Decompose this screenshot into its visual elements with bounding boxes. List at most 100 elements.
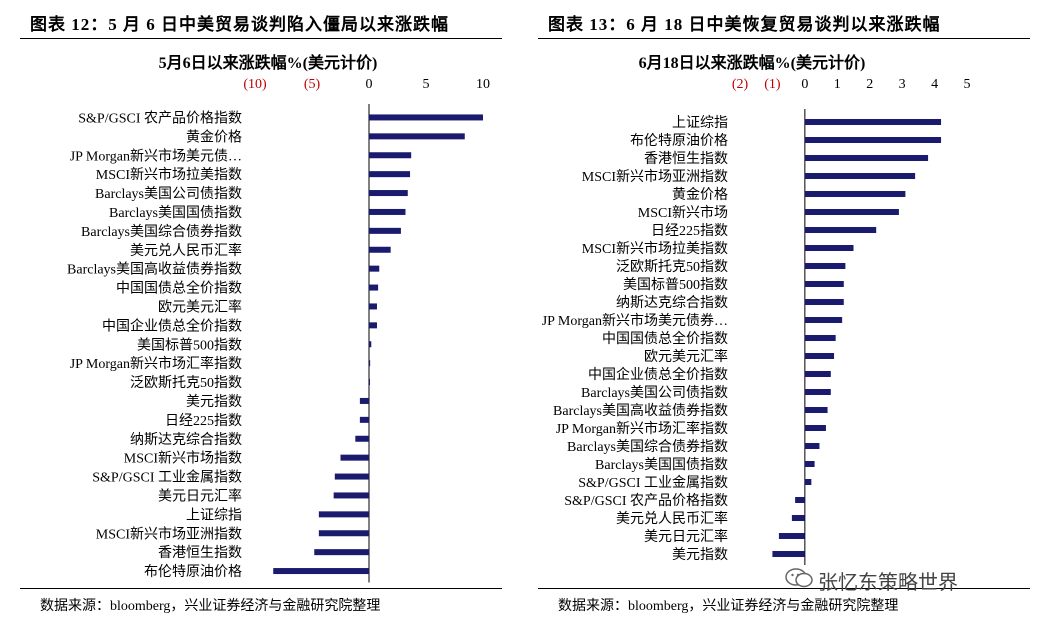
figure-title: 图表 12：5 月 6 日中美贸易谈判陷入僵局以来涨跌幅	[30, 15, 449, 34]
category-label: 中国国债总全价指数	[116, 280, 242, 297]
bar	[804, 263, 846, 269]
category-label: 黄金价格	[186, 128, 242, 145]
category-label: MSCI新兴市场亚洲指数	[96, 525, 242, 542]
category-label: S&P/GSCI 工业金属指数	[92, 470, 242, 486]
category-label: 黄金价格	[672, 186, 728, 203]
category-label: 中国企业债总全价指数	[588, 366, 728, 383]
category-label: Barclays美国公司债指数	[581, 385, 728, 401]
category-label: Barclays美国国债指数	[595, 457, 728, 473]
x-tick-label: (1)	[764, 77, 781, 92]
bar	[369, 152, 412, 159]
bar	[369, 341, 372, 348]
category-label: 日经225指数	[651, 223, 728, 239]
bar	[369, 379, 370, 386]
category-label: 日经225指数	[165, 413, 242, 429]
category-label: MSCI新兴市场拉美指数	[96, 166, 242, 183]
category-label: Barclays美国国债指数	[109, 205, 242, 221]
bar	[804, 353, 835, 359]
bar	[314, 549, 369, 556]
bar	[804, 407, 828, 413]
x-tick-label: 2	[866, 77, 873, 92]
bar	[355, 435, 369, 442]
category-label: 泛欧斯托克50指数	[130, 375, 242, 391]
category-label: Barclays美国高收益债券指数	[553, 402, 728, 419]
bottom-rule	[538, 588, 1030, 589]
category-label: Barclays美国综合债券指数	[567, 439, 728, 455]
bar	[795, 497, 805, 503]
bar	[778, 533, 805, 539]
bar	[369, 246, 391, 253]
category-label: 美元兑人民币汇率	[130, 242, 242, 259]
x-tick-label: 4	[931, 77, 938, 92]
bar	[804, 209, 899, 215]
bar	[804, 137, 942, 143]
bar	[318, 530, 369, 537]
bar	[804, 335, 836, 341]
x-tick-label: 5	[423, 77, 430, 92]
chart-title: 5月6日以来涨跌幅%(美元计价)	[159, 53, 378, 72]
category-label: S&P/GSCI 农产品价格指数	[78, 110, 242, 126]
figure-12: 图表 12：5 月 6 日中美贸易谈判陷入僵局以来涨跌幅 5月6日以来涨跌幅%(…	[0, 0, 510, 624]
bar	[804, 425, 826, 431]
bar	[804, 227, 877, 233]
bar	[318, 511, 369, 518]
bar	[369, 208, 406, 215]
category-label: 纳斯达克综合指数	[616, 295, 728, 311]
category-label: 上证综指	[672, 115, 728, 131]
category-label: JP Morgan新兴市场美元债…	[70, 147, 242, 164]
category-label: S&P/GSCI 工业金属指数	[578, 475, 728, 491]
bar	[804, 245, 854, 251]
category-label: 欧元美元汇率	[158, 298, 242, 315]
category-label: S&P/GSCI 农产品价格指数	[564, 493, 728, 509]
category-label: 上证综指	[186, 507, 242, 523]
bar	[369, 322, 377, 329]
bar	[369, 284, 379, 291]
bar	[369, 360, 371, 367]
x-tick-label: 5	[964, 77, 971, 92]
figure-13: 图表 13：6 月 18 日中美恢复贸易谈判以来涨跌幅 6月18日以来涨跌幅%(…	[518, 0, 1038, 624]
category-label: Barclays美国综合债券指数	[81, 224, 242, 240]
category-label: 中国国债总全价指数	[602, 330, 728, 347]
category-label: JP Morgan新兴市场汇率指数	[70, 355, 242, 372]
bar	[369, 265, 380, 272]
category-label: MSCI新兴市场	[638, 204, 728, 221]
bar	[369, 227, 401, 234]
bar	[791, 515, 805, 521]
category-label: 纳斯达克综合指数	[130, 432, 242, 448]
bar	[772, 551, 805, 557]
category-label: 美国标普500指数	[137, 337, 242, 353]
category-label: MSCI新兴市场亚洲指数	[582, 168, 728, 185]
category-label: 美元指数	[672, 547, 728, 563]
figure-title: 图表 13：6 月 18 日中美恢复贸易谈判以来涨跌幅	[548, 15, 941, 34]
category-label: 美元指数	[186, 394, 242, 410]
category-label: 布伦特原油价格	[144, 564, 242, 580]
bar	[333, 492, 369, 499]
bar	[804, 443, 820, 449]
category-label: 布伦特原油价格	[630, 133, 728, 149]
bar	[804, 479, 812, 485]
bar	[359, 416, 369, 423]
bar-chart-jun18: 6月18日以来涨跌幅%(美元计价) (2) (1) 0 1 2 3 4 5 上证综指布伦特原油价格…	[542, 53, 971, 565]
category-label: Barclays美国高收益债券指数	[67, 261, 242, 278]
category-label: Barclays美国公司债指数	[95, 186, 242, 202]
x-tick-label: 0	[801, 77, 808, 92]
watermark: 张忆东策略世界	[818, 570, 958, 594]
bar	[804, 119, 942, 125]
top-rule	[538, 38, 1030, 39]
x-tick-label: 0	[366, 77, 373, 92]
bar	[804, 299, 844, 305]
category-label: MSCI新兴市场拉美指数	[582, 240, 728, 257]
category-label: 美国标普500指数	[623, 277, 728, 293]
bar	[369, 171, 411, 178]
x-tick-label: (5)	[304, 77, 321, 92]
category-label: 香港恒生指数	[158, 545, 242, 561]
bar	[273, 568, 369, 575]
bar	[369, 303, 377, 310]
category-label: 欧元美元汇率	[644, 348, 728, 365]
bar	[340, 454, 369, 461]
bar	[804, 317, 843, 323]
bar	[359, 397, 369, 404]
x-tick-label: (10)	[243, 77, 267, 92]
category-label: 美元兑人民币汇率	[616, 510, 728, 527]
bottom-rule	[20, 588, 502, 589]
